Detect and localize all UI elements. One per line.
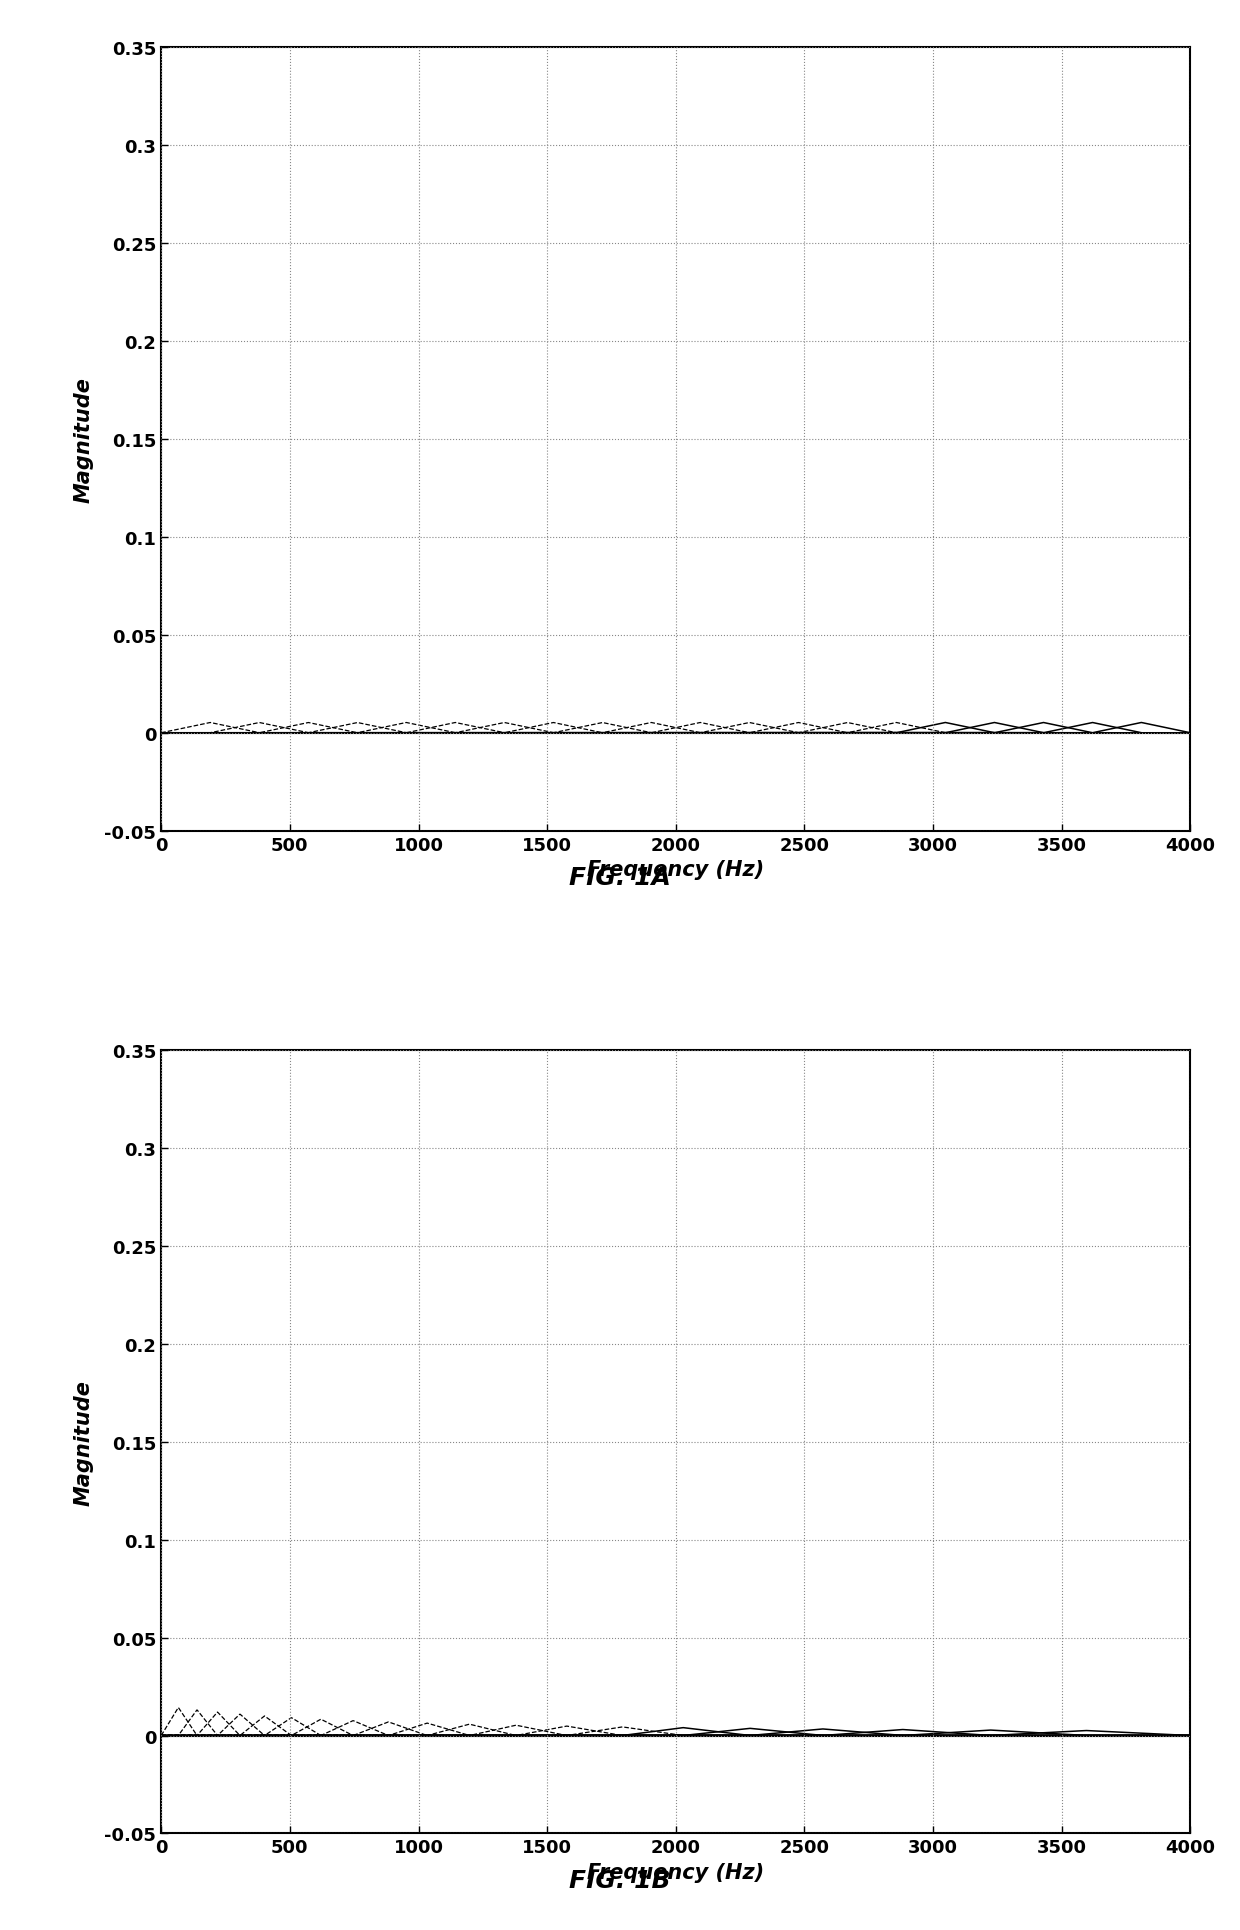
Y-axis label: Magnitude: Magnitude xyxy=(73,1380,93,1505)
Y-axis label: Magnitude: Magnitude xyxy=(73,376,93,502)
Text: FIG. 1B: FIG. 1B xyxy=(569,1868,671,1891)
X-axis label: Frequency (Hz): Frequency (Hz) xyxy=(588,859,764,880)
Text: FIG. 1A: FIG. 1A xyxy=(569,867,671,890)
X-axis label: Frequency (Hz): Frequency (Hz) xyxy=(588,1862,764,1882)
